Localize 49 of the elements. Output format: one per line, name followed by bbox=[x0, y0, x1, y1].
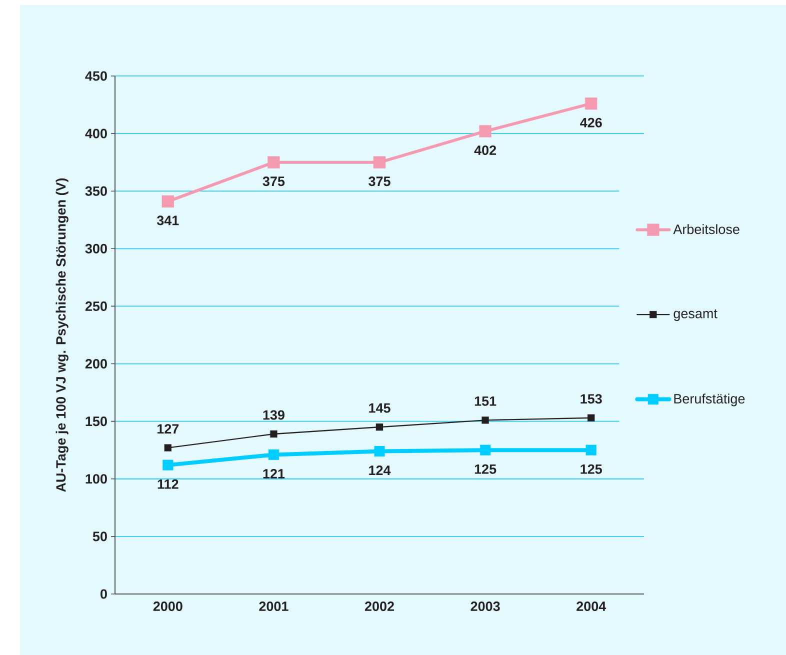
point bbox=[480, 444, 491, 456]
point bbox=[268, 156, 280, 168]
data-label: 375 bbox=[262, 176, 285, 186]
y-tick-label: 450 bbox=[85, 71, 107, 81]
data-label: 426 bbox=[580, 118, 602, 128]
y-tick-label: 300 bbox=[85, 244, 107, 254]
point bbox=[162, 460, 174, 470]
data-label: 151 bbox=[474, 396, 496, 406]
point bbox=[270, 430, 278, 438]
x-tick-label: 2000 bbox=[153, 602, 182, 612]
legend-label: Arbeitslose bbox=[673, 224, 740, 234]
y-tick-label: 50 bbox=[92, 532, 107, 542]
y-tick-label: 200 bbox=[85, 358, 107, 369]
y-tick-label: 400 bbox=[85, 128, 107, 138]
data-label: 124 bbox=[369, 466, 391, 475]
data-label: 341 bbox=[156, 216, 179, 226]
point bbox=[268, 449, 279, 460]
data-label: 112 bbox=[158, 479, 178, 489]
y-axis-title: AU-Tage je 100 VJ wg. Psychische Störungen (V) bbox=[56, 178, 68, 492]
data-label: 145 bbox=[369, 403, 390, 413]
point bbox=[376, 424, 384, 431]
point bbox=[374, 446, 385, 457]
data-label: 139 bbox=[263, 410, 284, 420]
point bbox=[588, 414, 595, 422]
point bbox=[373, 156, 386, 168]
x-tick-label: 2001 bbox=[259, 602, 288, 612]
point bbox=[479, 125, 492, 138]
y-tick-label: 100 bbox=[86, 474, 107, 484]
x-tick-label: 2004 bbox=[576, 602, 606, 612]
point bbox=[482, 416, 489, 424]
x-tick-label: 2002 bbox=[364, 602, 394, 612]
data-label: 125 bbox=[580, 464, 602, 474]
point bbox=[162, 195, 174, 208]
y-tick-label: 350 bbox=[85, 186, 107, 196]
data-label: 125 bbox=[474, 464, 496, 474]
point bbox=[164, 444, 172, 452]
legend-label: gesamt bbox=[674, 309, 718, 321]
data-label: 402 bbox=[474, 145, 496, 156]
y-tick-label: 0 bbox=[100, 589, 107, 599]
point bbox=[586, 444, 596, 456]
data-label: 153 bbox=[580, 394, 602, 404]
y-tick-label: 250 bbox=[85, 301, 107, 311]
x-tick-label: 2003 bbox=[470, 602, 500, 612]
data-label: 127 bbox=[157, 424, 179, 434]
point bbox=[585, 98, 598, 110]
data-label: 121 bbox=[263, 468, 285, 478]
data-label: 375 bbox=[368, 176, 390, 186]
legend-label: Berufstätige bbox=[674, 394, 745, 406]
y-tick-label: 150 bbox=[86, 416, 107, 426]
